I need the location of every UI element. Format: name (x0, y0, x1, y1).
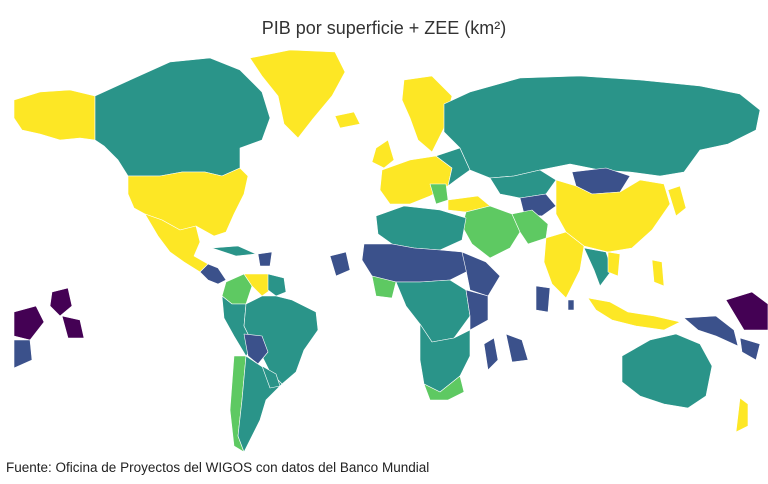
horn-of-africa (461, 251, 501, 297)
pacific-west-blue (13, 339, 33, 369)
source-note: Fuente: Oficina de Proyectos del WIGOS c… (6, 460, 430, 475)
australia (621, 333, 713, 409)
bolivia (243, 333, 269, 365)
sahel (361, 243, 471, 283)
pacific-west-purple (13, 305, 45, 341)
china (555, 179, 671, 253)
map-title: PIB por superficie + ZEE (km²) (261, 18, 507, 38)
pacific-west-purple-3 (61, 315, 85, 339)
central-america (199, 263, 227, 285)
canada (94, 57, 271, 177)
kazakhstan (489, 169, 557, 199)
korea-japan (667, 185, 687, 217)
cape-verde (329, 251, 351, 277)
uruguay-paraguay (261, 365, 281, 389)
caribbean (257, 251, 273, 267)
mexico (144, 213, 209, 273)
pacific-west-purple-2 (49, 287, 73, 317)
east-africa (465, 289, 489, 331)
central-africa (395, 279, 471, 343)
madagascar (483, 337, 499, 371)
new-zealand (735, 397, 749, 433)
alaska (13, 89, 96, 141)
pacific-islands-blue (739, 337, 761, 361)
usa (127, 167, 249, 237)
iceland (334, 111, 361, 129)
north-africa (375, 205, 467, 251)
philippines (651, 259, 665, 287)
indonesia (587, 297, 681, 331)
cuba (211, 245, 257, 257)
indian-ocean-islands (505, 333, 529, 363)
maldives-seychelles (535, 285, 551, 313)
balkans (429, 183, 449, 205)
vietnam (607, 251, 621, 277)
southern-africa (419, 323, 471, 393)
west-africa-coast (371, 275, 397, 299)
south-africa (423, 375, 465, 401)
uk-ireland (371, 139, 395, 169)
greenland (249, 49, 346, 139)
middle-east (461, 205, 521, 259)
pacific-islands-purple (725, 291, 768, 331)
guianas (267, 273, 287, 297)
russia (443, 75, 761, 179)
sri-lanka (567, 299, 575, 311)
papua-new-guinea (683, 315, 739, 347)
southeast-asia-mainland (583, 247, 613, 287)
scandinavia (401, 75, 453, 153)
